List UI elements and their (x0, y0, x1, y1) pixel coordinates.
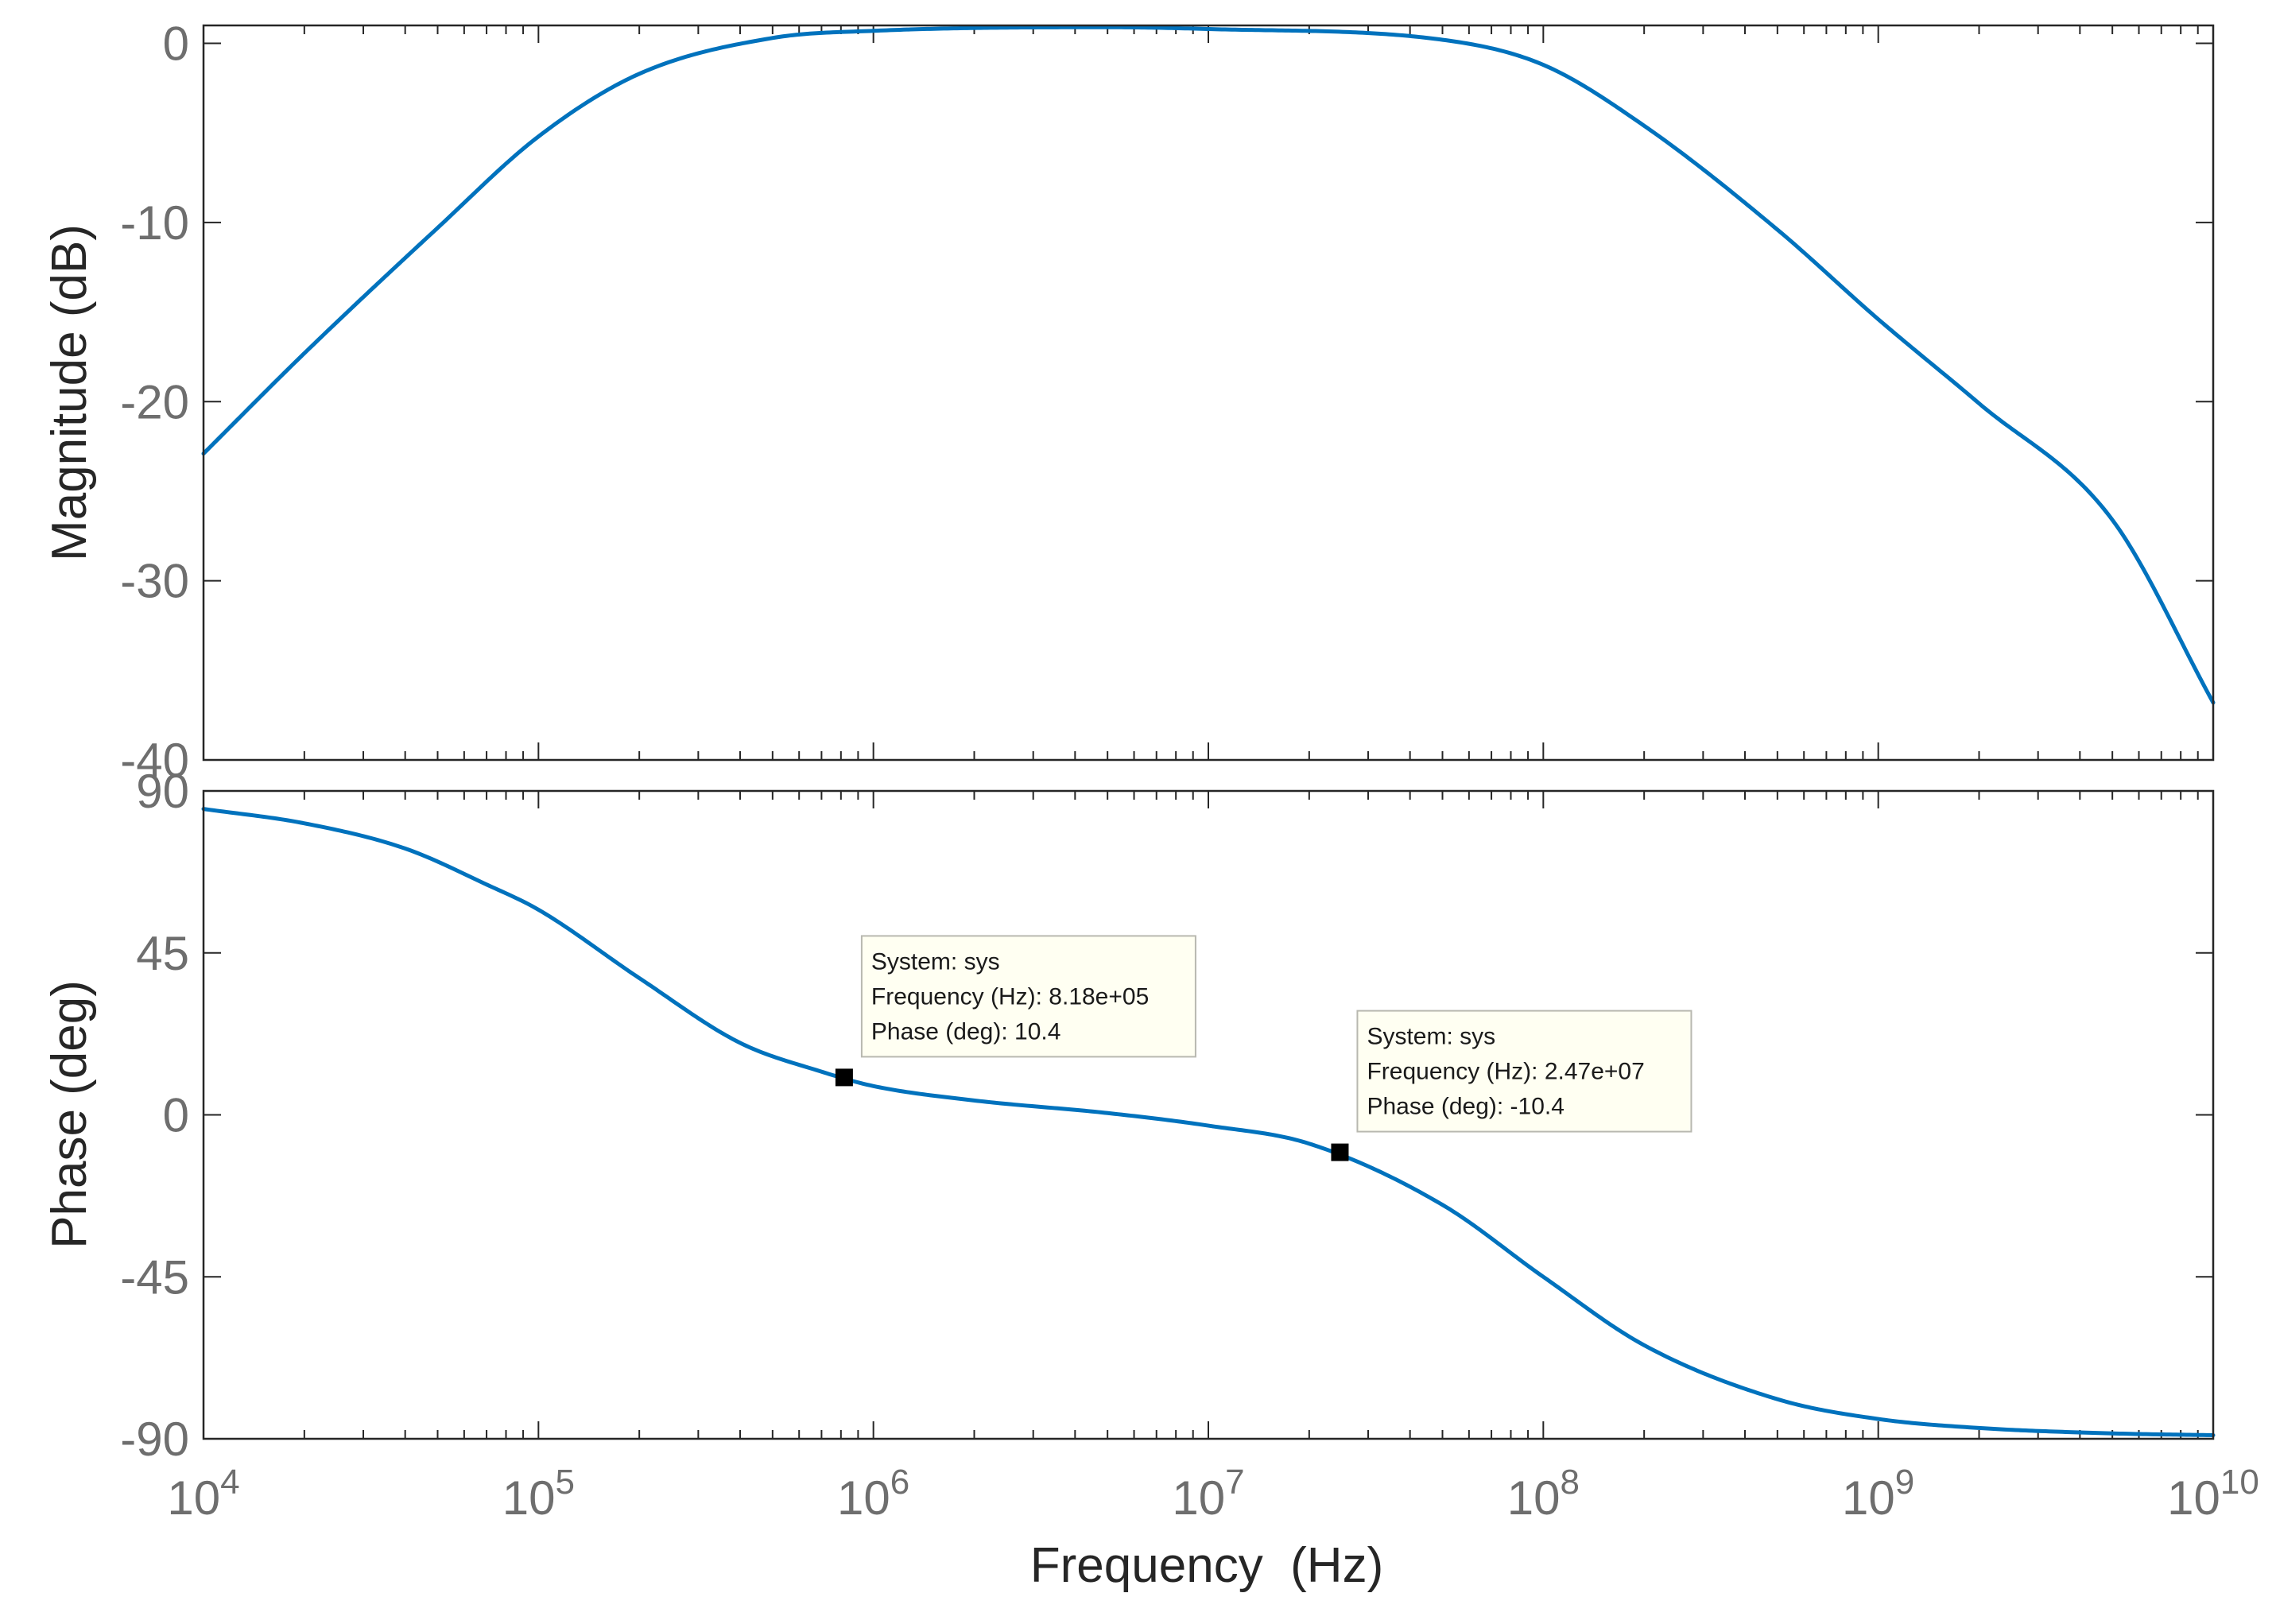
phase-y-axis-label: Phase (deg) (42, 980, 97, 1249)
magnitude-panel: 0 -10 -20 -30 -40 Magnitude (dB) (42, 17, 2216, 787)
datatip-line: Frequency (Hz): 2.47e+07 (1367, 1059, 1644, 1085)
y-tick-label: 0 (163, 17, 189, 71)
datatip-box (1356, 1010, 1692, 1133)
datatips: System: sys Frequency (Hz): 8.18e+05 Phase… (835, 935, 1692, 1161)
datatip-line: System: sys (1367, 1024, 1495, 1050)
phase-curve (201, 807, 2216, 1437)
y-tick-label: 90 (136, 765, 189, 818)
datatip-marker[interactable] (835, 1068, 853, 1087)
datatip-box (860, 935, 1196, 1058)
y-tick-label: -10 (120, 196, 189, 250)
datatip-marker[interactable] (1331, 1143, 1349, 1161)
frequency-x-tick-labels: 104 105 106 107 108 109 1010 (167, 1463, 2259, 1525)
datatip-line: Phase (deg): 10.4 (871, 1018, 1061, 1045)
datatip[interactable]: System: sys Frequency (Hz): 8.18e+05 Phase… (835, 935, 1196, 1087)
magnitude-y-axis-label: Magnitude (dB) (42, 224, 97, 561)
x-tick-label: 105 (502, 1463, 575, 1525)
y-tick-label: 45 (136, 927, 189, 980)
x-tick-label: 107 (1172, 1463, 1244, 1525)
y-tick-label: -40 (120, 734, 189, 787)
magnitude-axes-box (202, 24, 2215, 762)
frequency-x-axis-label: Frequency (Hz) (1030, 1538, 1383, 1593)
x-tick-label: 108 (1507, 1463, 1580, 1525)
y-tick-label: 0 (163, 1089, 189, 1142)
y-tick-label: -20 (120, 375, 189, 428)
phase-axes-box (202, 789, 2215, 1440)
x-tick-label: 1010 (2167, 1463, 2259, 1525)
phase-panel: 90 45 0 -45 -90 104 105 106 107 108 109 1010 Phase… (42, 765, 2259, 1593)
x-tick-label: 104 (167, 1463, 239, 1525)
y-tick-label: -45 (120, 1250, 189, 1304)
datatip-line: Frequency (Hz): 8.18e+05 (871, 983, 1149, 1010)
y-tick-label: -30 (120, 555, 189, 608)
phase-y-tick-labels: 90 45 0 -45 -90 (120, 765, 189, 1466)
x-tick-label: 106 (837, 1463, 909, 1525)
datatip-line: Phase (deg): -10.4 (1367, 1094, 1564, 1120)
magnitude-y-tick-labels: 0 -10 -20 -30 -40 (120, 17, 189, 787)
datatip[interactable]: System: sys Frequency (Hz): 2.47e+07 Phase… (1331, 1010, 1692, 1161)
x-tick-label: 109 (1842, 1463, 1914, 1525)
magnitude-curve (201, 25, 2216, 705)
y-tick-label: -90 (120, 1413, 189, 1466)
datatip-line: System: sys (871, 948, 1000, 975)
